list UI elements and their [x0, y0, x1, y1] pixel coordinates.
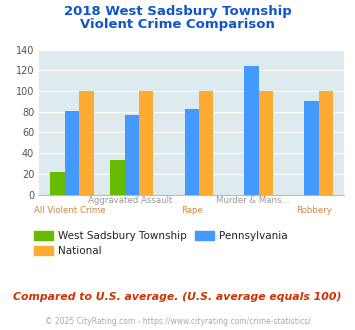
- Text: Aggravated Assault: Aggravated Assault: [88, 196, 173, 205]
- Bar: [79, 91, 93, 195]
- Bar: [199, 91, 213, 195]
- Text: Murder & Mans...: Murder & Mans...: [216, 196, 290, 205]
- Text: © 2025 CityRating.com - https://www.cityrating.com/crime-statistics/: © 2025 CityRating.com - https://www.city…: [45, 317, 310, 326]
- Bar: [50, 172, 65, 195]
- Legend: West Sadsbury Township, National, Pennsylvania: West Sadsbury Township, National, Pennsy…: [30, 226, 292, 260]
- Text: Compared to U.S. average. (U.S. average equals 100): Compared to U.S. average. (U.S. average …: [13, 292, 342, 302]
- Text: All Violent Crime: All Violent Crime: [34, 206, 105, 215]
- Bar: [318, 91, 333, 195]
- Bar: [259, 91, 273, 195]
- Bar: [139, 91, 153, 195]
- Text: Rape: Rape: [181, 206, 203, 215]
- Bar: [304, 101, 318, 195]
- Bar: [110, 160, 125, 195]
- Bar: [125, 115, 139, 195]
- Bar: [65, 111, 79, 195]
- Text: Violent Crime Comparison: Violent Crime Comparison: [80, 18, 275, 31]
- Bar: [185, 109, 199, 195]
- Text: Robbery: Robbery: [296, 206, 332, 215]
- Text: 2018 West Sadsbury Township: 2018 West Sadsbury Township: [64, 5, 291, 18]
- Bar: [244, 66, 259, 195]
